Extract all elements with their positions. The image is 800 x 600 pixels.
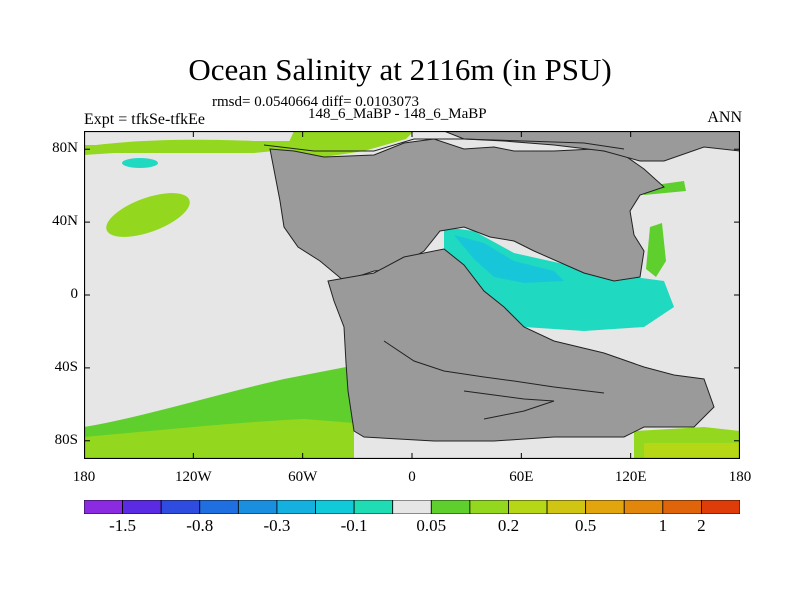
colorbar-label: -0.8 (186, 516, 214, 535)
period-label: ANN (707, 109, 742, 126)
tethys-core (454, 235, 564, 283)
colorbar-box (585, 500, 625, 514)
coastline-internal (383, 340, 605, 394)
colorbar-box (430, 500, 471, 514)
y-tick-label: 0 (70, 286, 79, 302)
colorbar-label: -1.5 (109, 516, 137, 535)
y-tick-label: 80N (52, 140, 78, 157)
colorbar-box (122, 500, 162, 514)
north-pacific-positive (106, 193, 190, 237)
colorbar-label: 2 (697, 516, 706, 535)
colorbar-box (199, 500, 239, 514)
x-tick-label: 60W (288, 469, 318, 485)
gondwana (327, 248, 715, 442)
colorbar-box (662, 500, 702, 514)
land-masses (269, 131, 740, 442)
x-tick-label: 60E (509, 469, 534, 485)
colorbar-box (84, 500, 123, 514)
arctic-positive-west (84, 139, 294, 155)
colorbar (84, 500, 740, 514)
colorbar-box (701, 500, 740, 514)
x-tick-label: 120W (174, 469, 212, 485)
y-tick-label: 80S (54, 431, 78, 448)
colorbar-label: 0.5 (575, 516, 597, 535)
antarctic-east-strong (644, 443, 740, 459)
colorbar-box (508, 500, 548, 514)
colorbar-box (160, 500, 201, 514)
southern-ocean-strong (84, 419, 354, 459)
coastline-north (263, 138, 625, 152)
colorbar-box (392, 500, 432, 514)
subtitle-label: 148_6_MaBP - 148_6_MaBP (308, 106, 487, 122)
colorbar-label: 0.2 (497, 516, 520, 535)
colorbar-label: 0.05 (416, 516, 447, 535)
x-tick-label: 120E (614, 469, 647, 485)
stats-label: rmsd= 0.0540664 diff= 0.0103073 (212, 94, 420, 110)
y-tick-label: 40N (52, 213, 78, 230)
colorbar-label: 1 (658, 516, 668, 535)
map-ticks (84, 131, 740, 459)
arctic-negative (122, 158, 158, 168)
colorbar-box (469, 500, 509, 514)
colorbar-box (546, 500, 587, 514)
salinity-map (84, 131, 740, 459)
page-title: Ocean Salinity at 2116m (in PSU) (188, 52, 612, 87)
experiment-label: Expt = tfkSe-tfkEe (84, 111, 205, 128)
west-pacific-strip (646, 223, 666, 277)
colorbar-box (353, 500, 394, 514)
x-tick-label: 180 (72, 469, 96, 485)
colorbar-box (315, 500, 355, 514)
colorbar-box (623, 500, 664, 514)
colorbar-label: -0.3 (263, 516, 291, 535)
y-tick-label: 40S (54, 358, 78, 375)
colorbar-box (237, 500, 278, 514)
colorbar-box (276, 500, 316, 514)
colorbar-label: -0.1 (340, 516, 368, 535)
coastline-inner (463, 390, 555, 420)
x-tick-label: 0 (408, 469, 416, 485)
land-outlines (263, 138, 625, 420)
x-tick-label: 180 (728, 469, 752, 485)
